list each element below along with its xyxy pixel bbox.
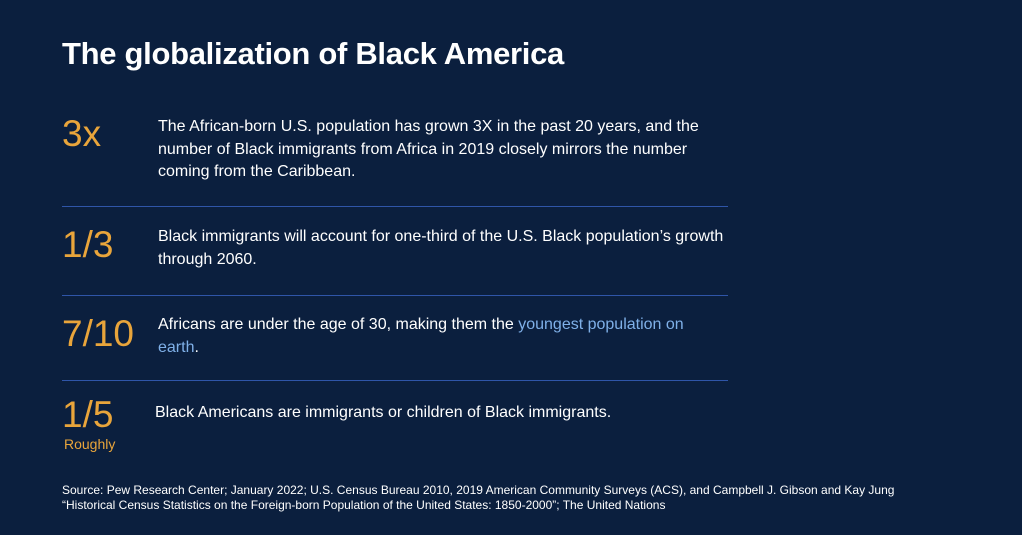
- text: Black Americans are immigrants or childr…: [155, 404, 612, 421]
- source-line: Source: Pew Research Center; January 202…: [62, 483, 895, 497]
- item-text: Black immigrants will account for one-th…: [158, 226, 743, 271]
- title: The globalization of Black America: [62, 36, 564, 71]
- text: .: [194, 338, 199, 356]
- text: The African-born U.S. population has gro…: [158, 118, 699, 180]
- text: Africans are under the age of 30, making…: [158, 316, 519, 333]
- qualifier: Roughly: [64, 436, 116, 452]
- item-text: Black Americans are immigrants or childr…: [155, 402, 740, 425]
- stat: 3x: [62, 113, 102, 154]
- source-line: “Historical Census Statistics on the For…: [62, 498, 666, 512]
- item-text: The African-born U.S. population has gro…: [158, 116, 743, 184]
- separator: [62, 295, 728, 296]
- item-text: Africans are under the age of 30, making…: [158, 314, 718, 359]
- stat: 7/10: [62, 313, 135, 354]
- text: Black immigrants will account for one-th…: [158, 228, 724, 268]
- stat: 1/3: [62, 224, 114, 265]
- link[interactable]: youngest population on earth: [158, 316, 684, 356]
- separator: [62, 380, 728, 381]
- stat: 1/5: [62, 394, 114, 435]
- separator: [62, 206, 728, 207]
